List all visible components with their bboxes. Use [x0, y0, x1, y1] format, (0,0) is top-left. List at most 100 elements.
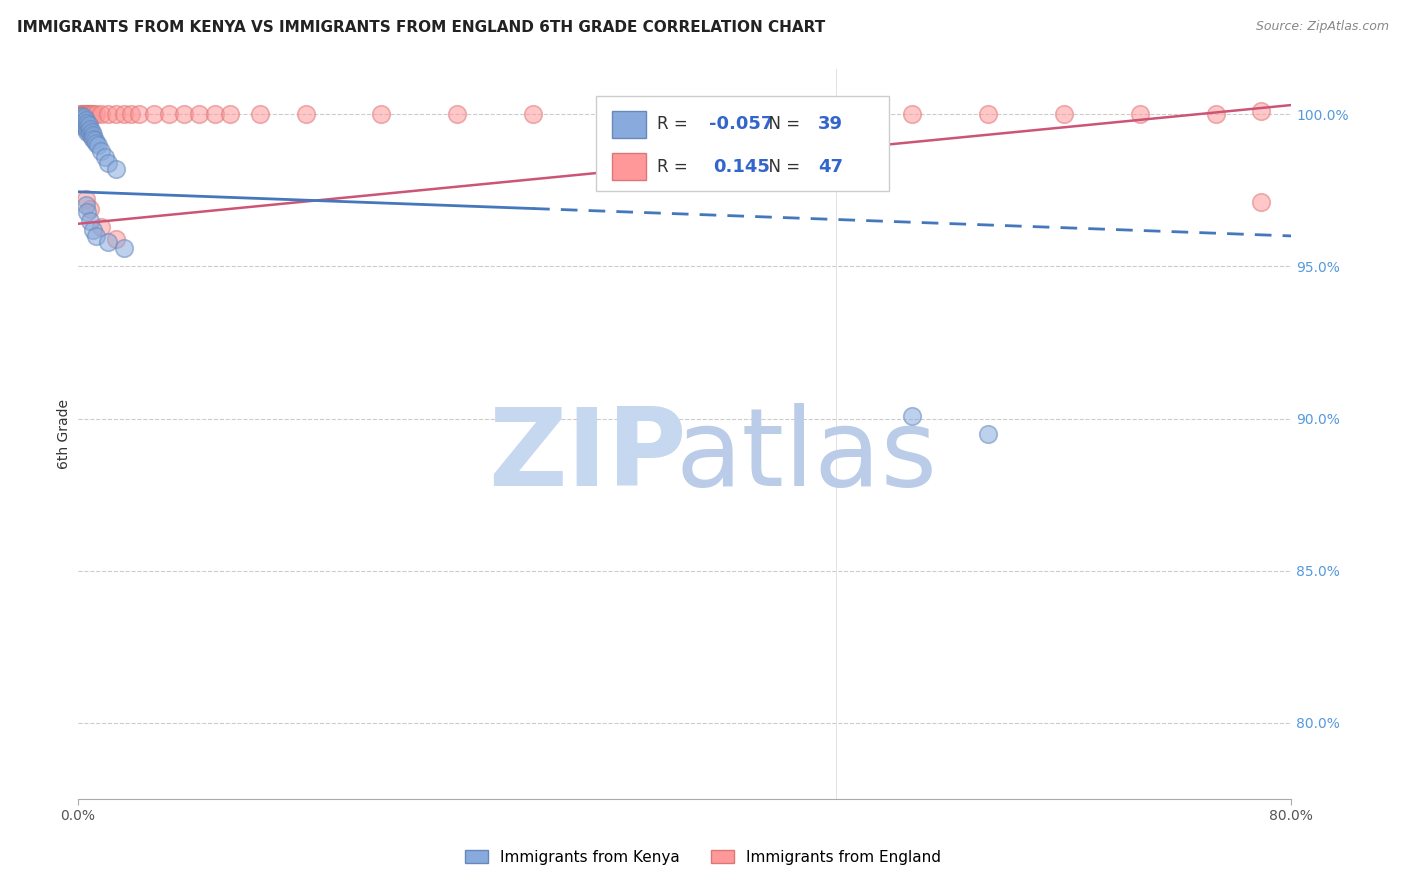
Point [1129, 107, 1152, 121]
Point [105, 161, 128, 176]
Point [86, 229, 108, 244]
Point [128, 107, 150, 121]
Point [75, 120, 97, 134]
Legend: Immigrants from Kenya, Immigrants from England: Immigrants from Kenya, Immigrants from E… [460, 844, 946, 871]
Point [901, 107, 924, 121]
Point [120, 107, 142, 121]
Point [73, 110, 96, 124]
Point [82, 128, 104, 143]
Point [105, 107, 128, 121]
Point [90, 107, 112, 121]
Text: N =: N = [758, 158, 804, 176]
Text: R =: R = [657, 158, 697, 176]
FancyBboxPatch shape [596, 95, 889, 191]
Bar [612, 153, 645, 180]
Point [75, 108, 97, 122]
Point [69, 107, 91, 121]
Point [80, 125, 103, 139]
Point [598, 107, 620, 121]
Point [79, 107, 101, 121]
Point [69, 110, 91, 124]
Point [79, 127, 101, 141]
Point [72, 108, 94, 122]
Point [446, 107, 468, 121]
Point [82, 107, 104, 121]
Point [105, 232, 128, 246]
Text: Source: ZipAtlas.com: Source: ZipAtlas.com [1256, 20, 1389, 33]
Point [76, 108, 98, 122]
Point [79, 202, 101, 216]
Point [73, 108, 96, 122]
Point [1205, 107, 1227, 121]
Point [73, 107, 96, 121]
Text: 47: 47 [818, 158, 844, 176]
Point [204, 107, 226, 121]
Point [901, 409, 924, 423]
Point [87, 137, 110, 152]
Point [75, 198, 97, 212]
Text: ZIP: ZIP [488, 402, 688, 508]
Text: N =: N = [758, 115, 804, 134]
Text: 0.145: 0.145 [713, 158, 769, 176]
Point [76, 120, 98, 135]
Point [77, 118, 100, 132]
Point [90, 219, 112, 234]
Point [73, 115, 96, 129]
Point [77, 124, 100, 138]
Point [82, 223, 104, 237]
Point [86, 136, 108, 150]
Text: -0.057: -0.057 [709, 115, 773, 134]
Point [72, 112, 94, 126]
Point [70, 107, 93, 121]
Point [75, 113, 97, 128]
Point [188, 107, 211, 121]
Point [370, 107, 392, 121]
Point [1250, 195, 1272, 210]
Point [76, 116, 98, 130]
Point [79, 122, 101, 136]
Point [673, 107, 696, 121]
Point [75, 193, 97, 207]
Point [977, 107, 1000, 121]
Point [112, 107, 135, 121]
Point [218, 107, 240, 121]
Text: R =: R = [657, 115, 693, 134]
Point [294, 107, 316, 121]
Point [522, 107, 544, 121]
Point [70, 109, 93, 123]
Point [749, 107, 772, 121]
Y-axis label: 6th Grade: 6th Grade [58, 399, 72, 469]
Point [249, 107, 271, 121]
Text: 39: 39 [818, 115, 844, 134]
Point [82, 131, 104, 145]
Point [76, 204, 98, 219]
Point [977, 426, 1000, 441]
Point [112, 241, 135, 255]
Point [825, 107, 848, 121]
Point [77, 107, 100, 121]
Point [90, 144, 112, 158]
Text: atlas: atlas [675, 402, 936, 508]
Point [97, 107, 120, 121]
Point [72, 116, 94, 130]
Point [97, 156, 120, 170]
Point [80, 130, 103, 145]
Point [1053, 107, 1076, 121]
Point [76, 107, 98, 121]
Text: IMMIGRANTS FROM KENYA VS IMMIGRANTS FROM ENGLAND 6TH GRADE CORRELATION CHART: IMMIGRANTS FROM KENYA VS IMMIGRANTS FROM… [17, 20, 825, 35]
Point [86, 107, 108, 121]
Point [73, 118, 96, 132]
Point [94, 150, 117, 164]
Point [79, 213, 101, 227]
Point [75, 122, 97, 136]
Point [72, 107, 94, 121]
Point [72, 120, 94, 134]
Point [70, 113, 93, 128]
Bar [612, 111, 645, 138]
Point [83, 133, 105, 147]
Point [97, 235, 120, 249]
Point [75, 107, 97, 121]
Point [80, 107, 103, 121]
Point [1250, 104, 1272, 119]
Point [173, 107, 195, 121]
